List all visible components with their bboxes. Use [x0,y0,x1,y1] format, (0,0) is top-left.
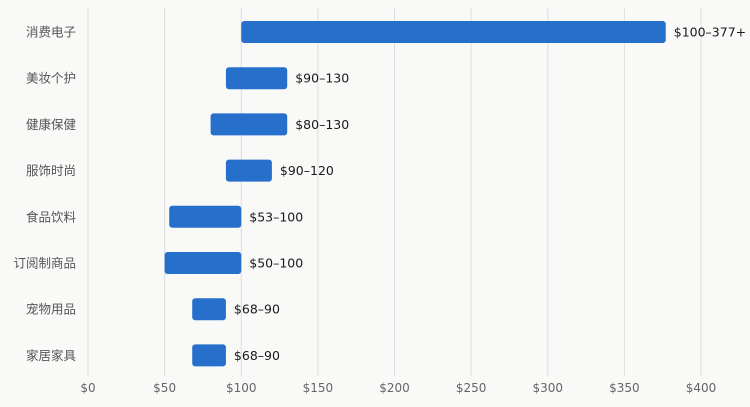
range-value-label: $68–90 [234,302,280,317]
range-bar [225,67,288,90]
category-label: 美妆个护 [26,71,76,86]
bar-layer [164,21,666,367]
range-value-label: $80–130 [295,117,349,132]
range-bar [241,21,666,43]
category-label: 宠物用品 [26,302,76,317]
category-label: 服饰时尚 [26,163,76,178]
range-bar [192,344,226,367]
range-bar [169,205,242,228]
category-label: 家居家具 [26,348,77,363]
x-tick-label: $0 [80,381,95,395]
x-tick-label: $200 [379,381,410,395]
x-tick-label: $250 [456,381,487,395]
range-value-label: $53–100 [249,209,303,224]
category-label: 订阅制商品 [13,256,76,271]
x-tick-label: $300 [532,381,563,395]
range-value-label: $90–130 [295,71,349,86]
range-bar [210,113,288,136]
range-value-label: $68–90 [234,348,280,363]
category-label: 健康保健 [26,117,77,132]
range-value-label: $50–100 [249,256,303,271]
x-tick-label: $50 [153,381,176,395]
range-bar [164,252,242,274]
range-value-label: $100–377+ [674,25,746,40]
range-bar [225,159,272,182]
range-value-label: $90–120 [280,163,334,178]
x-tick-label: $100 [226,381,257,395]
x-axis: $0 $50 $100 $150 $200 $250 $300 $350 $400 [80,381,716,395]
grid-layer [87,8,702,376]
range-bar [192,298,226,321]
category-label: 食品饮料 [26,209,77,224]
x-tick-label: $350 [609,381,640,395]
x-tick-label: $150 [303,381,334,395]
category-label: 消费电子 [26,25,76,40]
x-tick-label: $400 [686,381,717,395]
label-layer: 消费电子 $100–377+ 美妆个护 $90–130 健康保健 $80–130 服饰时尚 $… [13,25,746,363]
